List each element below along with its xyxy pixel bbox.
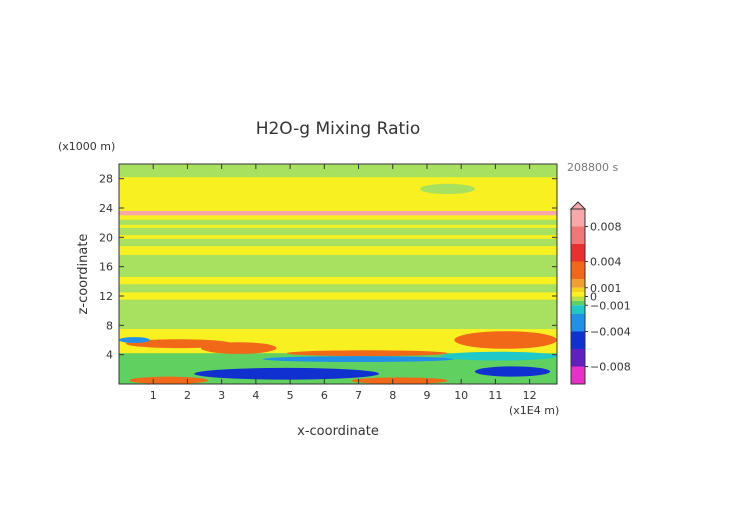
field-blob xyxy=(440,351,557,361)
field-band xyxy=(119,164,557,178)
chart-title: H2O-g Mixing Ratio xyxy=(256,119,421,139)
field-blob xyxy=(262,356,455,363)
y-axis-label: z-coordinate xyxy=(76,234,91,315)
field-blob xyxy=(194,367,380,380)
colorbar-swatch xyxy=(571,244,585,262)
y-tick-label: 8 xyxy=(106,319,113,332)
colorbar-swatch xyxy=(571,331,585,349)
field-layer xyxy=(119,164,557,385)
y-axis-ticks: 4 8 12 16 20 24 28 xyxy=(99,173,557,362)
colorbar-swatch xyxy=(571,296,585,301)
x-tick-label: 2 xyxy=(184,389,191,402)
field-band xyxy=(119,219,557,225)
colorbar-swatch xyxy=(571,349,585,367)
colorbar-swatch xyxy=(571,292,585,297)
field-blob xyxy=(129,376,208,385)
field-blob xyxy=(351,377,448,385)
field-blob xyxy=(286,350,448,357)
y-tick-label: 12 xyxy=(99,290,113,303)
x-axis-label: x-coordinate xyxy=(297,424,379,439)
time-label: 208800 s xyxy=(567,161,618,174)
x-tick-label: 5 xyxy=(287,389,294,402)
field-blob xyxy=(119,337,150,343)
colorbar-tick-label: −0.008 xyxy=(590,361,631,374)
colorbar-swatch xyxy=(571,287,585,293)
field-band xyxy=(119,227,557,236)
field-band xyxy=(119,299,557,329)
x-tick-label: 9 xyxy=(423,389,430,402)
colorbar-tick-label: −0.001 xyxy=(590,299,631,312)
x-tick-label: 4 xyxy=(252,389,259,402)
colorbar-tick-label: 0 xyxy=(590,291,597,304)
plot-frame xyxy=(118,163,558,385)
x-tick-label: 3 xyxy=(218,389,225,402)
field-blob xyxy=(201,342,277,354)
field-blob xyxy=(420,183,475,195)
colorbar-extend-arrow xyxy=(569,201,587,210)
x-tick-label: 10 xyxy=(454,389,468,402)
field-band xyxy=(119,210,557,216)
colorbar-swatch xyxy=(571,305,585,314)
field-blob xyxy=(474,366,551,377)
colorbar-swatch xyxy=(571,314,585,332)
y-unit-label: (x1000 m) xyxy=(58,140,115,153)
colorbar-swatch xyxy=(571,226,585,244)
colorbar-tick-label: −0.004 xyxy=(590,326,631,339)
field-band xyxy=(119,254,557,277)
colorbar-swatch xyxy=(571,366,585,384)
x-tick-label: 8 xyxy=(389,389,396,402)
x-tick-label: 6 xyxy=(321,389,328,402)
x-axis-ticks: 1 2 3 4 5 6 7 8 9 10 11 12 xyxy=(150,164,537,402)
colorbar-tick-label: 0.004 xyxy=(590,256,622,269)
colorbar-swatch xyxy=(571,209,585,227)
field-blob xyxy=(454,331,557,349)
y-tick-label: 16 xyxy=(99,261,113,274)
colorbar-swatch xyxy=(571,261,585,279)
x-tick-label: 7 xyxy=(355,389,362,402)
x-tick-label: 12 xyxy=(523,389,537,402)
x-tick-label: 1 xyxy=(150,389,157,402)
x-unit-label: (x1E4 m) xyxy=(509,404,559,417)
field-band xyxy=(119,238,557,247)
colorbar-swatch xyxy=(571,279,585,288)
y-tick-label: 4 xyxy=(106,349,113,362)
x-tick-label: 11 xyxy=(488,389,502,402)
colorbar-tick-label: 0.001 xyxy=(590,282,622,295)
colorbar-tick-label: 0.008 xyxy=(590,221,622,234)
y-tick-label: 28 xyxy=(99,173,113,186)
field-band xyxy=(119,284,557,293)
y-tick-label: 24 xyxy=(99,202,113,215)
y-tick-label: 20 xyxy=(99,231,113,244)
colorbar-swatch xyxy=(571,300,585,306)
